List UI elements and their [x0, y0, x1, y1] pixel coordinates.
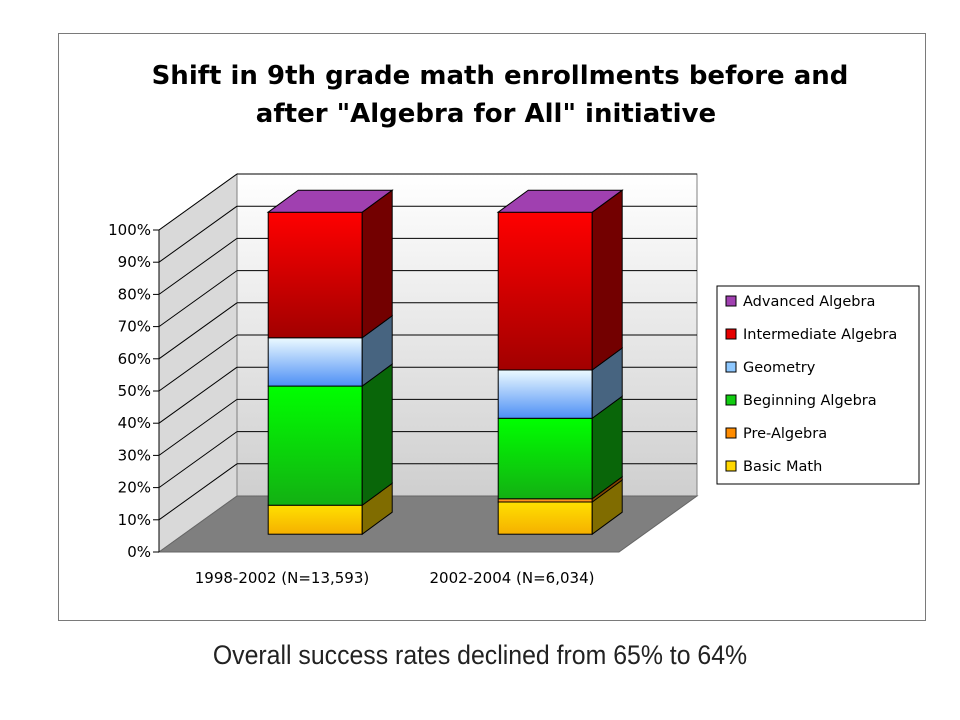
bar-2-intermediate-algebra-side [591, 189, 623, 371]
bar-2-intermediate-algebra [497, 211, 593, 371]
bar-2-top [496, 189, 624, 213]
y-tick-label: 30% [118, 446, 151, 464]
gridline-side [158, 237, 238, 295]
caption: Overall success rates declined from 65% … [212, 640, 748, 670]
bar-2-basic-math [497, 501, 593, 535]
legend-label-basic-math: Basic Math [743, 459, 822, 475]
gridline-side [158, 398, 238, 456]
bar-1-intermediate-algebra [267, 211, 363, 339]
legend: Advanced Algebra Intermediate Algebra Geom… [716, 285, 920, 485]
y-axis-ticks: 0% 10% 20% 30% 40% 50% 60% 70% 80% 90% 100% [108, 221, 160, 561]
bars [266, 189, 624, 536]
legend-label-intermediate-algebra: Intermediate Algebra [743, 327, 897, 343]
gridline-side [158, 302, 238, 360]
legend-swatch-advanced-algebra [725, 295, 737, 307]
bar-2-beginning-algebra [497, 417, 593, 500]
legend-swatch-intermediate-algebra [725, 328, 737, 340]
bar-1-top [266, 189, 394, 213]
gridline-side [158, 463, 238, 521]
y-tick-label: 10% [118, 511, 151, 529]
bar-1-intermediate-algebra-side [361, 189, 393, 339]
stacked-bar-chart: Shift in 9th grade math enrollments befo… [108, 61, 920, 587]
legend-swatch-pre-algebra [725, 427, 737, 439]
y-tick-label: 90% [118, 253, 151, 271]
legend-label-beginning-algebra: Beginning Algebra [743, 393, 877, 409]
gridline-side [158, 173, 238, 231]
legend-swatch-geometry [725, 361, 737, 373]
legend-label-geometry: Geometry [743, 360, 816, 376]
legend-box [716, 285, 920, 485]
bar-1-beginning-algebra-side [361, 363, 393, 507]
gridline-side [158, 205, 238, 263]
legend-swatch-beginning-algebra [725, 394, 737, 406]
y-tick-label: 20% [118, 479, 151, 497]
legend-label-advanced-algebra: Advanced Algebra [743, 294, 875, 310]
bar-2-geometry [497, 369, 593, 419]
gridline-side [158, 270, 238, 328]
bar-1-geometry [267, 337, 363, 387]
y-tick-label: 70% [118, 318, 151, 336]
y-tick-label: 0% [127, 543, 151, 561]
bar-1-basic-math [267, 504, 363, 535]
bar-1-beginning-algebra [267, 385, 363, 506]
gridline-side [158, 366, 238, 424]
y-tick-label: 100% [108, 221, 151, 239]
y-tick-label: 60% [118, 350, 151, 368]
x-tick-label-1: 1998-2002 (N=13,593) [195, 569, 370, 587]
y-tick-label: 40% [118, 414, 151, 432]
chart-frame: Shift in 9th grade math enrollments befo… [58, 33, 926, 621]
chart-title-line-1: Shift in 9th grade math enrollments befo… [152, 61, 849, 91]
y-tick-label: 80% [118, 285, 151, 303]
gridline-side [158, 431, 238, 489]
chart-title-line-2: after "Algebra for All" initiative [256, 99, 716, 129]
legend-swatch-basic-math [725, 460, 737, 472]
gridline-side [158, 334, 238, 392]
x-tick-label-2: 2002-2004 (N=6,034) [430, 569, 595, 587]
legend-label-pre-algebra: Pre-Algebra [743, 426, 827, 442]
y-tick-label: 50% [118, 382, 151, 400]
